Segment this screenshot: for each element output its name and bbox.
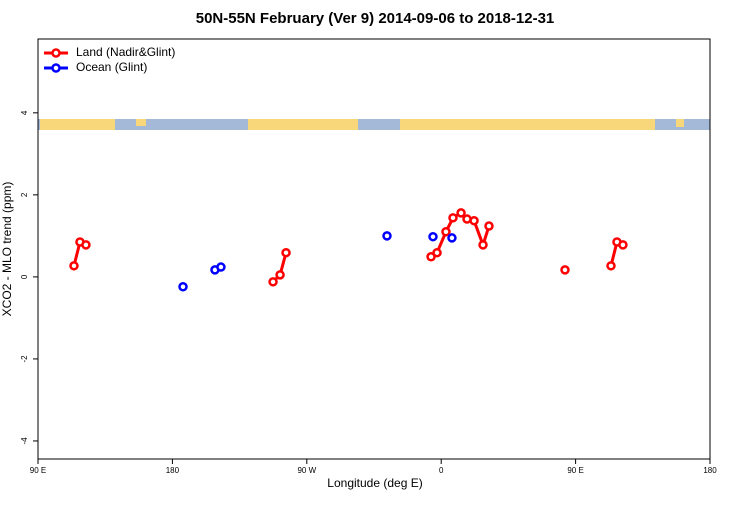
y-tick-label: 4: [20, 110, 29, 115]
x-tick-label: 90 E: [30, 466, 46, 475]
data-point: [447, 233, 457, 243]
x-tick-label: 180: [703, 466, 717, 475]
data-point: [469, 215, 479, 226]
data-point: [216, 262, 226, 272]
legend-marker: [51, 63, 61, 73]
x-axis-label: Longitude (deg E): [327, 476, 422, 490]
y-tick-label: -4: [20, 437, 29, 445]
legend-label: Land (Nadir&Glint): [76, 45, 175, 59]
x-tick-label: 0: [439, 466, 444, 475]
legend-label: Ocean (Glint): [76, 60, 147, 74]
data-point: [448, 213, 458, 223]
x-tick-label: 90 E: [567, 466, 583, 475]
data-point: [478, 240, 488, 250]
y-tick-label: 2: [20, 192, 29, 197]
series-line: [72, 211, 624, 283]
data-point: [456, 208, 466, 218]
data-point: [441, 227, 451, 237]
data-point: [426, 252, 436, 262]
data-point: [281, 247, 291, 258]
data-point: [382, 231, 392, 241]
data-point: [275, 270, 285, 280]
plot-frame: [37, 38, 711, 460]
data-point: [69, 261, 79, 271]
data-point: [432, 247, 442, 258]
map-strip: [38, 119, 710, 130]
series-line: [215, 238, 452, 270]
x-tick-label: 90 W: [297, 466, 316, 475]
data-point: [81, 240, 91, 250]
data-point: [560, 265, 570, 275]
legend-marker: [51, 48, 61, 58]
y-tick-label: 0: [20, 274, 29, 279]
data-point: [484, 221, 494, 231]
data-point: [618, 240, 628, 250]
data-point: [606, 261, 616, 271]
data-point: [428, 231, 438, 242]
chart-title: 50N-55N February (Ver 9) 2014-09-06 to 2…: [196, 10, 555, 27]
y-tick-label: -2: [20, 355, 29, 363]
y-axis-label: XCO2 - MLO trend (ppm): [0, 182, 14, 317]
data-point: [268, 277, 278, 287]
x-tick-label: 180: [166, 466, 180, 475]
data-point: [178, 281, 188, 292]
